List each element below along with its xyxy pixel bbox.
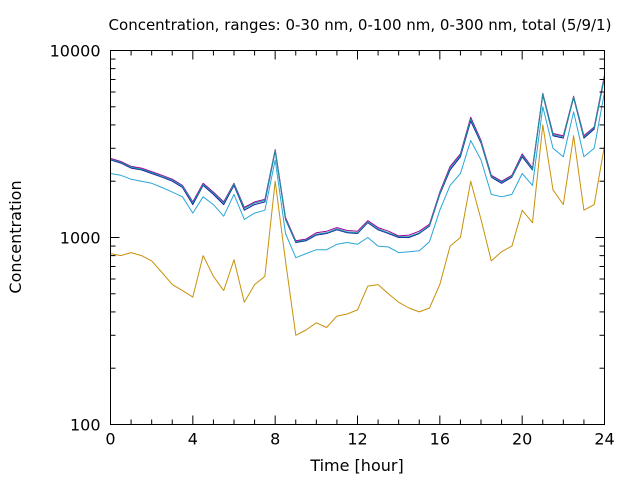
x-tick-label: 16: [430, 430, 450, 449]
series-line-1: [110, 124, 605, 336]
y-tick-label: 10000: [50, 42, 101, 61]
series-line-5: [110, 76, 605, 243]
y-tick-label: 1000: [60, 229, 101, 248]
series-layer: [110, 74, 605, 336]
x-tick-label: 12: [347, 430, 367, 449]
series-line-3: [110, 77, 605, 243]
tick-layer: 0 4 8 12 16 20 24 100 1000 10000: [50, 42, 615, 449]
y-axis-label: Concentration: [6, 180, 25, 293]
plot-frame: [110, 50, 605, 425]
x-tick-label: 24: [594, 430, 614, 449]
x-tick-label: 0: [105, 430, 115, 449]
y-tick-label: 100: [70, 416, 101, 435]
series-line-2: [110, 91, 605, 259]
chart-title: Concentration, ranges: 0-30 nm, 0-100 nm…: [109, 16, 612, 34]
x-tick-label: 20: [512, 430, 532, 449]
series-line-4: [110, 74, 605, 242]
x-tick-label: 8: [270, 430, 280, 449]
x-tick-label: 4: [188, 430, 198, 449]
x-axis-label: Time [hour]: [309, 456, 403, 475]
